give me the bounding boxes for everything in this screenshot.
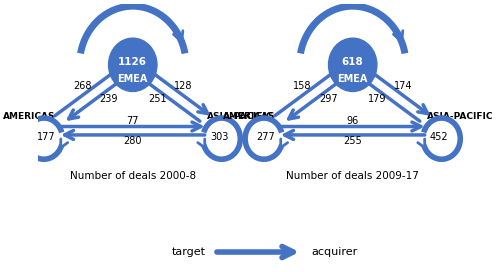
Text: target: target xyxy=(172,247,205,257)
Text: Number of deals 2009-17: Number of deals 2009-17 xyxy=(286,171,419,181)
Text: 452: 452 xyxy=(430,132,448,142)
Text: 280: 280 xyxy=(124,136,142,146)
Text: EMEA: EMEA xyxy=(118,74,148,84)
Text: 96: 96 xyxy=(346,116,359,126)
Ellipse shape xyxy=(108,38,157,91)
Text: 277: 277 xyxy=(256,132,276,142)
Text: 251: 251 xyxy=(148,94,167,104)
Text: acquirer: acquirer xyxy=(311,247,357,257)
Text: 303: 303 xyxy=(210,132,229,142)
Text: Number of deals 2000-8: Number of deals 2000-8 xyxy=(70,171,196,181)
Ellipse shape xyxy=(328,38,377,91)
Text: 158: 158 xyxy=(293,81,312,91)
Text: 297: 297 xyxy=(319,94,338,104)
Text: 255: 255 xyxy=(344,136,362,146)
Text: 77: 77 xyxy=(126,116,139,126)
Text: 179: 179 xyxy=(368,94,386,104)
Text: ASIA-PACIFIC: ASIA-PACIFIC xyxy=(427,112,494,121)
Text: AMERICAS: AMERICAS xyxy=(3,112,56,121)
Text: 1126: 1126 xyxy=(118,57,147,67)
Text: 618: 618 xyxy=(342,57,363,67)
Text: EMEA: EMEA xyxy=(338,74,368,84)
Text: 239: 239 xyxy=(99,94,117,104)
Text: ASIA-PACIFIC: ASIA-PACIFIC xyxy=(208,112,274,121)
Text: 174: 174 xyxy=(394,81,412,91)
Text: 128: 128 xyxy=(174,81,193,91)
Text: 177: 177 xyxy=(37,132,56,142)
Text: 268: 268 xyxy=(73,81,92,91)
Text: AMERICAS: AMERICAS xyxy=(223,112,276,121)
